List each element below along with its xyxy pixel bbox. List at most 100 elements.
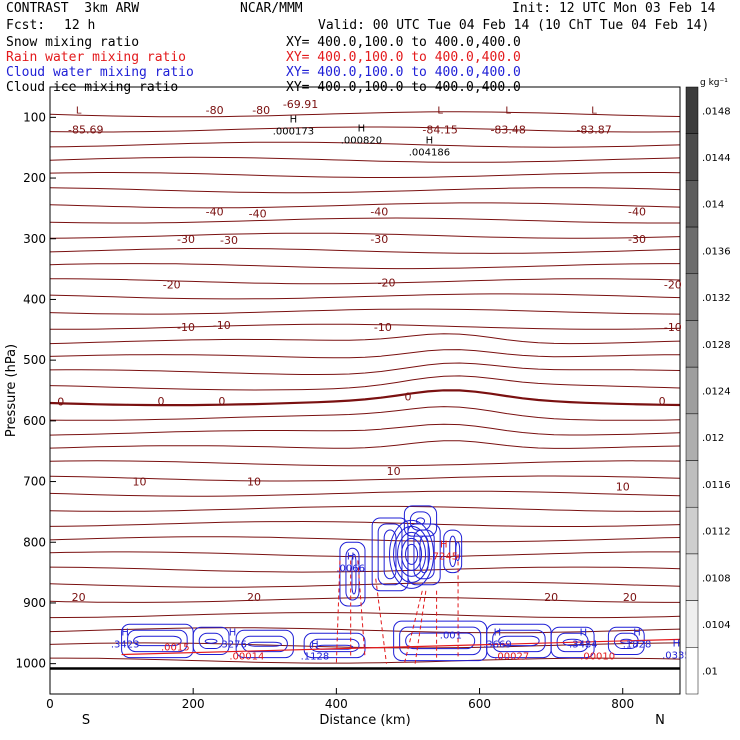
colorbar-tick-label: .0132 [702, 293, 731, 304]
cloud-water-contour [405, 632, 476, 650]
extremum-value: .1128 [301, 652, 330, 663]
cloud-water-contour [192, 626, 230, 656]
extremum-value: .001 [440, 630, 462, 641]
isotherm-line [50, 657, 681, 664]
isotherm-line [49, 278, 681, 285]
isotherm-line [49, 232, 681, 239]
isotherm-label: -83.87 [576, 123, 611, 136]
field-name-snow: Snow mixing ratio [6, 35, 140, 50]
max-min-marks: L L L LH.000173 H.000820 H.004186H.0066H.7245… [76, 105, 691, 662]
x-end-label-south: S [82, 713, 90, 728]
rain-contour [375, 578, 387, 664]
isotherm-label: -40 [249, 207, 267, 220]
y-tick-label: 500 [23, 353, 46, 367]
isotherm-label: 10 [247, 476, 261, 489]
isotherm-line [49, 111, 681, 118]
isotherm-line [49, 349, 681, 359]
extremum-mark: H [673, 638, 681, 649]
cloud-water-contour [405, 543, 419, 565]
cloud-water-contour [247, 641, 282, 647]
isotherm-label: 20 [623, 591, 637, 604]
isotherm-line [49, 520, 681, 527]
isotherm-label: -10 [213, 319, 231, 332]
extremum-value: .0015 [161, 642, 190, 653]
extremum-mark: H [358, 124, 366, 135]
rain-contours [121, 554, 681, 664]
colorbar-tick-label: .012 [702, 433, 724, 444]
cloud-water-contour [498, 635, 540, 647]
field-name-cloud-water: Cloud water mixing ratio [6, 65, 194, 80]
colorbar-tick-label: .0128 [702, 340, 731, 351]
isotherm-line [49, 375, 681, 391]
cloud-water-contour [377, 523, 403, 586]
extremum-mark: L [437, 105, 443, 116]
isotherm-line [49, 308, 681, 315]
y-tick-label: 200 [23, 171, 46, 185]
rain-contour [414, 590, 427, 664]
cloud-water-contour [345, 547, 360, 601]
extremum-value: .0066 [336, 563, 365, 574]
extremum-mark: H [440, 539, 448, 550]
field-name-rain: Rain water mixing ratio [6, 50, 187, 65]
cloud-water-contour [204, 638, 218, 644]
isotherm-line [49, 263, 680, 270]
y-tick-label: 400 [23, 292, 46, 306]
extremum-mark: L [76, 105, 82, 116]
contour-labels: -85.69 -80 -80 -69.91 -84.15 -83.48 -83.87 -40 -… [57, 98, 682, 604]
cloud-water-contour [241, 635, 288, 653]
axis-ticks: 0 200 400 600 800100200300400500600700800900… [15, 110, 634, 711]
extremum-value: .0335 [662, 650, 691, 661]
isotherm-label: -10 [374, 321, 392, 334]
isotherm-label: -20 [377, 276, 395, 289]
isotherm-label: -40 [206, 205, 224, 218]
colorbar-segment [685, 647, 699, 695]
colorbar-tick-label: .0124 [702, 387, 731, 398]
extremum-mark: H [290, 114, 298, 125]
plot-frame [49, 86, 681, 695]
colorbar-segment [685, 86, 699, 134]
isotherm-line [49, 323, 681, 330]
rain-contour [335, 560, 341, 664]
isotherm-line [49, 141, 681, 148]
cloud-water-contour [309, 638, 360, 653]
extremum-value: .1828 [623, 639, 652, 650]
cloud-water-contour [397, 531, 427, 577]
cloud-water-contour [393, 525, 431, 583]
isotherm-line [49, 475, 681, 482]
isotherm-label: 20 [544, 591, 558, 604]
isotherm-label: -20 [163, 278, 181, 291]
colorbar-segment [685, 553, 699, 601]
cloud-water-contour [303, 632, 366, 659]
extremum-value: .004186 [409, 148, 450, 159]
y-tick-label: 100 [23, 110, 46, 124]
colorbar-segment [685, 600, 699, 648]
colorbar-segment [685, 273, 699, 321]
fcst-value: 12 h [64, 18, 96, 33]
extremum-mark: H [229, 627, 237, 638]
extremum-value: .3484 [569, 639, 598, 650]
extremum-mark: H [494, 627, 502, 638]
extremum-value: .00014 [229, 652, 264, 663]
colorbar-tick-label: .01 [702, 667, 718, 678]
isotherm-label: -10 [177, 321, 195, 334]
isotherm-line [49, 440, 681, 449]
init-time: Init: 12 UTC Mon 03 Feb 14 [512, 1, 716, 16]
fcst-label: Fcst: [6, 18, 46, 33]
colorbar-tick-label: .0116 [702, 480, 731, 491]
isotherm-line [49, 247, 681, 254]
extremum-value: .000173 [273, 126, 314, 137]
isotherm-line [49, 460, 681, 467]
extremum-mark: L [505, 105, 511, 116]
isotherm-line [49, 423, 681, 436]
isotherm-label: -40 [370, 205, 388, 218]
colorbar-segment [685, 320, 699, 368]
y-tick-label: 900 [23, 596, 46, 610]
colorbar-segment [685, 413, 699, 461]
cloud-water-contour [133, 635, 182, 647]
colorbar-segment [685, 226, 699, 275]
isotherm-label: -10 [664, 321, 682, 334]
extremum-mark: H [633, 627, 641, 638]
colorbar: .0148 .0144 .014 .0136 .0132 .0128 .0124 .012 .0… [685, 78, 731, 695]
cloud-water-contour [407, 523, 441, 586]
